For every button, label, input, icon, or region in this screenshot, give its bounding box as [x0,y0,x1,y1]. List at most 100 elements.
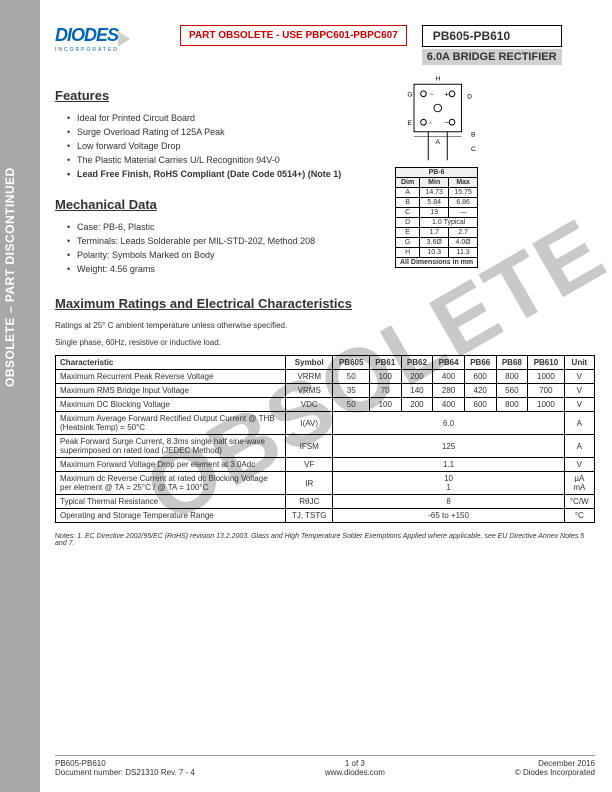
dim-cell: 14.73 [420,188,449,198]
logo: DIODES INCORPORATED [55,25,165,53]
svg-text:-: - [429,118,432,127]
ratings-char: Maximum dc Reverse Current at rated dc B… [56,472,286,495]
dim-header: Min [420,178,449,188]
ratings-val: 140 [401,384,433,398]
ratings-unit: °C/W [564,495,594,509]
ratings-header: PB61 [369,356,401,370]
ratings-unit: V [564,370,594,384]
ratings-val: 600 [464,398,496,412]
ratings-val: 1000 [528,370,565,384]
mechanical-item: Polarity: Symbols Marked on Body [67,250,375,260]
ratings-title: Maximum Ratings and Electrical Character… [55,296,595,311]
ratings-symbol: VDC [286,398,333,412]
svg-text:G: G [407,92,412,99]
notes-label: Notes: [55,533,75,540]
ratings-unit: µA mA [564,472,594,495]
dim-cell: 6.86 [449,198,478,208]
mechanical-list: Case: PB-6, Plastic Terminals: Leads Sold… [55,222,375,274]
ratings-val: -65 to +150 [333,509,564,523]
ratings-symbol: TJ, TSTG [286,509,333,523]
dim-cell: 15.75 [449,188,478,198]
dim-title: PB-6 [396,168,478,178]
dim-cell: 1.0 Typical [420,218,478,228]
footer-doc: Document number: DS21310 Rev. 7 - 4 [55,768,195,777]
dim-cell: — [449,208,478,218]
ratings-table: CharacteristicSymbolPB605PB61PB62PB64PB6… [55,355,595,523]
dim-header: Dim [396,178,420,188]
ratings-val: 420 [464,384,496,398]
obsolete-notice: PART OBSOLETE - USE PBPC601-PBPC607 [180,25,407,46]
ratings-symbol: IFSM [286,435,333,458]
sidebar-text: OBSOLETE – PART DISCONTINUED [3,167,17,387]
ratings-header: Symbol [286,356,333,370]
logo-brand: DIODES [55,25,118,45]
footer: PB605-PB610 Document number: DS21310 Rev… [55,755,595,777]
part-range: PB605-PB610 [422,25,562,47]
sidebar: OBSOLETE – PART DISCONTINUED [0,0,40,792]
ratings-val: 600 [464,370,496,384]
ratings-unit: V [564,384,594,398]
ratings-val: 1000 [528,398,565,412]
mechanical-item: Weight: 4.56 grams [67,264,375,274]
ratings-symbol: VRMS [286,384,333,398]
dim-cell: E [396,228,420,238]
features-title: Features [55,88,375,103]
dim-cell: C [396,208,420,218]
ratings-val: 200 [401,370,433,384]
ratings-header: PB68 [496,356,528,370]
footer-left: PB605-PB610 Document number: DS21310 Rev… [55,759,195,777]
ratings-unit: A [564,435,594,458]
ratings-char: Maximum RMS Bridge Input Voltage [56,384,286,398]
ratings-val: 200 [401,398,433,412]
ratings-val: 800 [496,398,528,412]
svg-text:E: E [407,120,412,127]
upper-section: Features Ideal for Printed Circuit Board… [55,70,595,278]
ratings-val: 8 [333,495,564,509]
svg-text:~: ~ [444,118,449,127]
ratings-header: PB64 [433,356,465,370]
ratings-val: 280 [433,384,465,398]
ratings-desc1: Ratings at 25° C ambient temperature unl… [55,321,595,330]
ratings-unit: A [564,412,594,435]
header: DIODES INCORPORATED PART OBSOLETE - USE … [55,25,595,65]
ratings-header: PB605 [333,356,370,370]
ratings-val: 10 1 [333,472,564,495]
ratings-val: 560 [496,384,528,398]
ratings-header: PB66 [464,356,496,370]
ratings-val: 125 [333,435,564,458]
dim-cell: A [396,188,420,198]
subtitle: 6.0A BRIDGE RECTIFIER [422,49,562,65]
svg-text:A: A [436,139,441,146]
ratings-val: 700 [528,384,565,398]
ratings-val: 1.1 [333,458,564,472]
mechanical-title: Mechanical Data [55,197,375,212]
ratings-char: Maximum Recurrent Peak Reverse Voltage [56,370,286,384]
features-list: Ideal for Printed Circuit BoardSurge Ove… [55,113,375,179]
ratings-unit: V [564,398,594,412]
footer-page: 1 of 3 [325,759,385,768]
package-diagram: H G E D A B C ~ + - ~ [395,70,490,165]
footer-part: PB605-PB610 [55,759,195,768]
dim-cell: 4.0Ø [449,238,478,248]
feature-item: Surge Overload Rating of 125A Peak [67,127,375,137]
dim-cell: B [396,198,420,208]
ratings-symbol: IR [286,472,333,495]
footer-right: December 2016 © Diodes Incorporated [515,759,595,777]
dim-cell: H [396,248,420,258]
ratings-char: Operating and Storage Temperature Range [56,509,286,523]
ratings-val: 400 [433,398,465,412]
svg-text:D: D [467,94,472,101]
dim-cell: 11.3 [449,248,478,258]
dim-cell: 10.3 [420,248,449,258]
mechanical-item: Case: PB-6, Plastic [67,222,375,232]
ratings-char: Maximum Average Forward Rectified Output… [56,412,286,435]
ratings-val: 800 [496,370,528,384]
right-column: H G E D A B C ~ + - ~ PB-6DimMinMaxA14.7… [395,70,595,278]
logo-arrow-icon [118,31,130,47]
dim-cell: 3.6Ø [420,238,449,248]
dim-footer: All Dimensions in mm [396,258,478,268]
ratings-val: 50 [333,370,370,384]
ratings-unit: V [564,458,594,472]
mechanical-item: Terminals: Leads Solderable per MIL-STD-… [67,236,375,246]
ratings-symbol: VF [286,458,333,472]
